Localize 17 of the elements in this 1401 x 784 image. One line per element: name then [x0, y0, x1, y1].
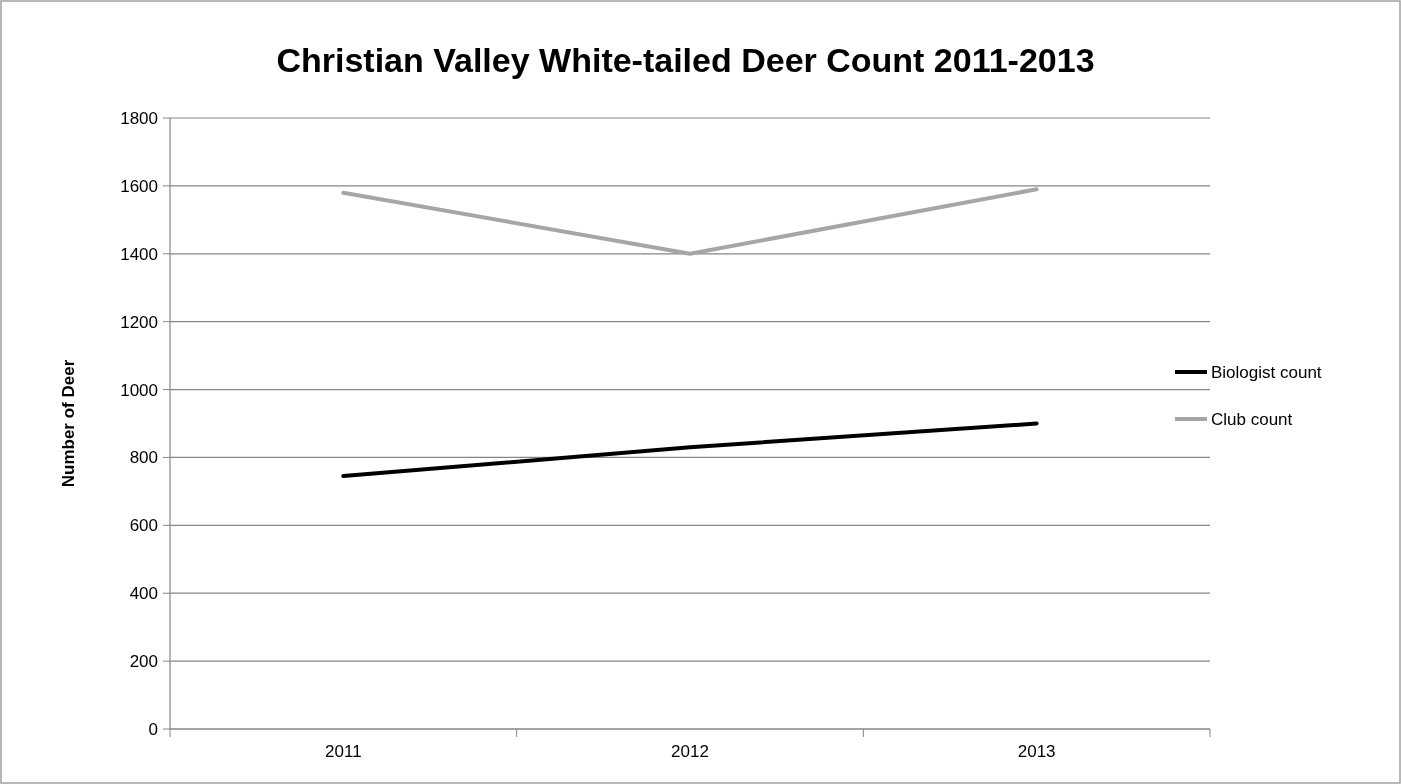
- y-tick-label: 200: [129, 652, 158, 672]
- chart-title: Christian Valley White-tailed Deer Count 2011-2013: [276, 41, 1095, 79]
- y-tick-label: 1800: [120, 108, 158, 128]
- x-tick-label: 2012: [671, 742, 709, 761]
- y-tick-label: 1400: [120, 244, 158, 264]
- y-tick-label: 1600: [120, 176, 158, 196]
- y-tick-label: 0: [148, 719, 158, 739]
- y-tick-label: 400: [129, 584, 158, 604]
- x-tick-label: 2011: [325, 742, 362, 761]
- y-axis-title: Number of Deer: [59, 359, 78, 488]
- y-tick-label: 1200: [120, 312, 158, 332]
- legend-label: Biologist count: [1211, 362, 1322, 382]
- y-tick-label: 1000: [120, 380, 158, 400]
- legend-label: Club count: [1211, 409, 1293, 429]
- y-tick-label: 800: [129, 448, 158, 468]
- x-tick-label: 2013: [1017, 742, 1056, 761]
- y-tick-label: 600: [129, 516, 158, 536]
